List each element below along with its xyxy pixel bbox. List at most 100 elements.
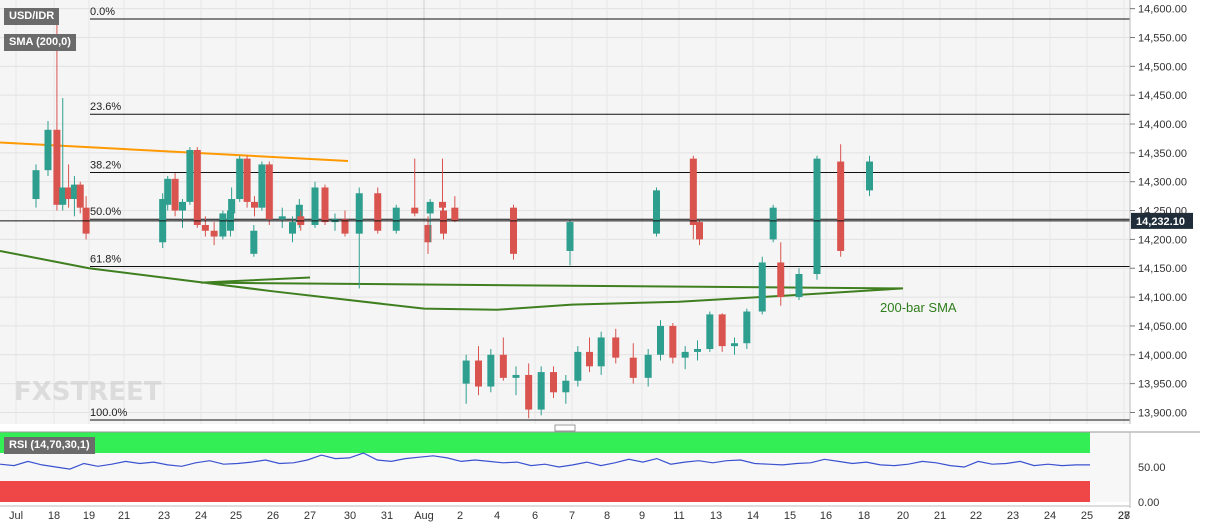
candle — [228, 187, 236, 217]
candle — [837, 144, 845, 257]
sma-indicator-label[interactable]: SMA (200,0) — [4, 34, 76, 51]
candle-body — [574, 351, 582, 381]
candle-body — [59, 187, 67, 205]
panel-resize-handle[interactable] — [554, 424, 576, 432]
candle — [250, 224, 258, 257]
candle-body — [265, 164, 273, 220]
candle — [487, 349, 495, 393]
x-tick-label: 30 — [344, 510, 356, 522]
candle-body — [278, 216, 286, 220]
candle — [813, 155, 821, 280]
candle-body — [186, 149, 194, 202]
candle — [193, 147, 201, 228]
candle-body — [758, 262, 766, 312]
price-tag-box — [1131, 212, 1193, 229]
candle — [689, 155, 697, 240]
candle-body — [355, 193, 363, 234]
y-tick-label: 14,000.00 — [1138, 350, 1187, 362]
candle-body — [462, 360, 470, 384]
candle-body — [76, 184, 84, 208]
x-tick-label: 25 — [230, 510, 242, 522]
candle-body — [171, 178, 179, 211]
y-tick-label: 14,350.00 — [1138, 148, 1187, 160]
candle-body — [201, 224, 209, 231]
candle — [439, 158, 446, 217]
candle — [657, 320, 664, 361]
x-tick-label: 15 — [784, 510, 796, 522]
candle-body — [424, 224, 432, 243]
x-tick-label: 22 — [970, 510, 982, 522]
fib-label: 0.0% — [90, 6, 115, 18]
x-tick-label: 7 — [569, 510, 575, 522]
rsi-tick-label: 0.00 — [1138, 497, 1159, 509]
candle-body — [426, 201, 434, 214]
candle — [777, 242, 785, 306]
candle-body — [866, 161, 873, 191]
candle — [629, 343, 637, 384]
x-tick-label: 8 — [604, 510, 610, 522]
fib-label: 61.8% — [90, 254, 121, 266]
x-tick-label: 6 — [532, 510, 538, 522]
candle-body — [694, 349, 701, 352]
candle-body — [566, 222, 574, 251]
watermark: FXSTREET — [14, 377, 162, 407]
candle-body — [251, 201, 258, 208]
candle-body — [321, 187, 329, 223]
candle — [550, 366, 557, 399]
candle-body — [718, 314, 726, 347]
candle-body — [32, 170, 40, 200]
candle-body — [743, 311, 751, 344]
candle — [278, 207, 286, 228]
candle — [537, 366, 545, 416]
price-tag-text: 14,232.10 — [1136, 216, 1185, 228]
candle — [201, 216, 209, 237]
candle-body — [219, 213, 227, 237]
candle — [258, 161, 266, 211]
candle — [795, 268, 803, 300]
candle-body — [311, 187, 319, 225]
candle-body — [65, 187, 73, 200]
fibonacci-levels: 0.0% 23.6% 38.2% 50.0% 61.8% 100.0% — [90, 6, 1130, 421]
candle-body — [440, 210, 447, 234]
candle-body — [228, 199, 236, 214]
candle-body — [644, 354, 652, 378]
x-tick-label: 9 — [639, 510, 645, 522]
candle-body — [374, 193, 382, 231]
fib-label: 50.0% — [90, 206, 121, 218]
candle-body — [525, 374, 533, 410]
y-tick-label: 13,900.00 — [1138, 407, 1187, 419]
candle — [451, 196, 459, 223]
price-line-group: 14,232.10 — [0, 212, 1193, 229]
candle — [219, 210, 227, 240]
candle — [59, 98, 67, 211]
candle — [179, 199, 186, 228]
candle — [866, 155, 873, 197]
candle — [586, 337, 593, 373]
candle-body — [597, 337, 605, 367]
x-tick-label: 27 — [1118, 510, 1130, 522]
candle-body — [295, 204, 303, 223]
candle — [440, 207, 447, 240]
candle-body — [411, 207, 419, 214]
candlestick-series — [32, 18, 873, 419]
y-tick-label: 13,950.00 — [1138, 379, 1187, 391]
candle-body — [550, 372, 557, 393]
fib-label: 100.0% — [90, 407, 128, 419]
candle-body — [653, 190, 660, 234]
candle-body — [487, 354, 495, 387]
y-tick-label: 14,200.00 — [1138, 234, 1187, 246]
candle — [653, 187, 660, 237]
candle — [32, 164, 40, 208]
symbol-label: USD/IDR — [4, 8, 60, 25]
candle — [510, 204, 517, 260]
y-tick-label: 14,600.00 — [1138, 4, 1187, 16]
x-tick-label: 28 — [1118, 510, 1130, 522]
rsi-oversold-zone — [0, 481, 1090, 502]
rsi-indicator-label[interactable]: RSI (14,70,30,1) — [4, 437, 95, 454]
sma-annotation: 200-bar SMA — [880, 300, 957, 315]
x-tick-label: 14 — [747, 510, 759, 522]
candle-body — [193, 149, 201, 225]
candle — [321, 184, 329, 225]
sma-200-series — [0, 249, 904, 311]
